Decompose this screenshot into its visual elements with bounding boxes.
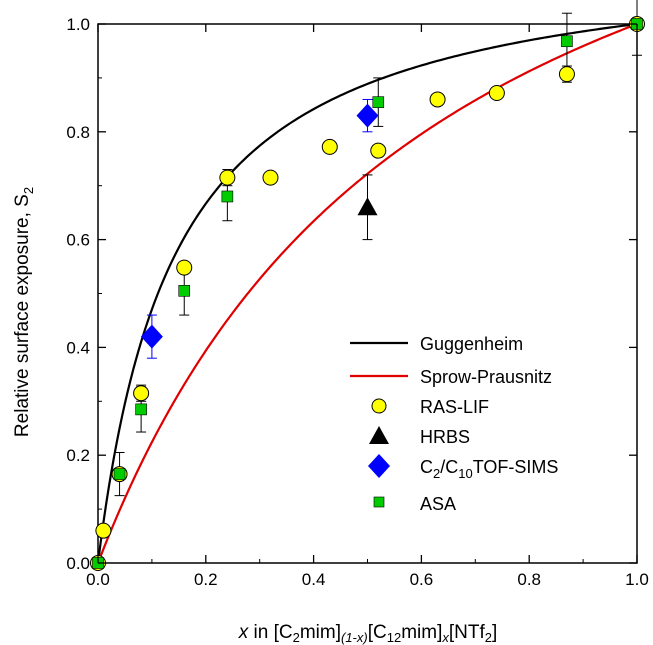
point-ras-lif [321, 138, 338, 155]
point-asa [561, 35, 573, 48]
y-axis-label-sub: 2 [21, 187, 36, 194]
x-tick-label: 1.0 [625, 570, 649, 589]
point-asa [178, 285, 191, 297]
point-asa [372, 96, 385, 108]
y-axis-label-text: Relative surface exposure, S [12, 194, 33, 437]
point-ras-lif [133, 385, 150, 402]
point-c2-c10tof-sims [356, 103, 379, 128]
x-tick-label: 0.6 [410, 570, 434, 589]
curve-sprow-prausnitz [96, 22, 638, 564]
point-c2-c10tof-sims [140, 324, 163, 349]
x-tick-label: 0.8 [517, 570, 541, 589]
legend-marker-hrbs [369, 426, 389, 444]
y-axis-label: Relative surface exposure, S2 [12, 187, 36, 437]
x-axis-label-var: x [238, 622, 250, 643]
y-tick-label: 0.6 [66, 231, 90, 250]
point-ras-lif [262, 169, 279, 186]
curve-guggenheim [96, 22, 638, 564]
point-ras-lif [95, 522, 112, 539]
point-ras-lif [488, 84, 505, 101]
y-tick-label: 0.8 [66, 123, 90, 142]
y-tick-label: 0.4 [66, 338, 90, 357]
x-axis-label: x in [C2mim](1-x)[C12mim]x[NTf2] [238, 622, 498, 645]
legend-label-tof-sims: C2/C10TOF-SIMS [420, 457, 558, 481]
y-tick-label: 1.0 [66, 15, 90, 34]
legend-marker-asa [373, 496, 385, 508]
x-tick-label: 0.2 [194, 570, 218, 589]
legend-label-hrbs: HRBS [420, 427, 470, 447]
point-ras-lif [370, 142, 387, 159]
point-hrbs [357, 197, 378, 216]
legend-label-ras-lif: RAS-LIF [420, 397, 489, 417]
point-asa [135, 403, 147, 416]
legend: Guggenheim Sprow-Prausnitz RAS-LIF HRBS … [350, 334, 558, 514]
legend-marker-ras-lif [371, 398, 387, 414]
point-ras-lif [558, 66, 575, 83]
x-tick-label: 0.4 [302, 570, 326, 589]
legend-label-guggenheim: Guggenheim [420, 334, 523, 354]
point-ras-lif [429, 91, 446, 108]
point-ras-lif [176, 259, 193, 276]
point-asa [113, 468, 126, 480]
x-tick-label: 0.0 [86, 570, 110, 589]
y-tick-label: 0.0 [66, 554, 90, 573]
legend-label-asa: ASA [420, 494, 456, 514]
point-asa [221, 190, 234, 203]
y-tick-label: 0.2 [66, 446, 90, 465]
legend-label-sprow-prausnitz: Sprow-Prausnitz [420, 367, 552, 387]
legend-marker-tof-sims [368, 454, 390, 478]
point-ras-lif [219, 169, 236, 186]
